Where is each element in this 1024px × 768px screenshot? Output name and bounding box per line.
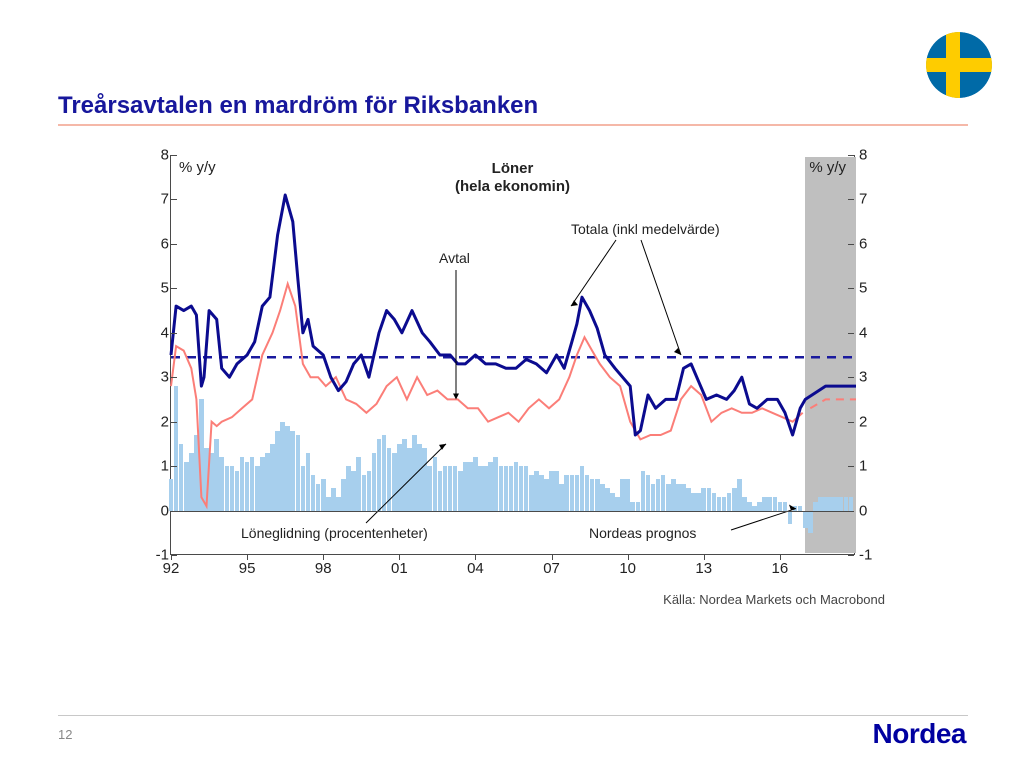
- footer-divider: [58, 715, 968, 716]
- anno-prognos: Nordeas prognos: [589, 525, 696, 541]
- page-number: 12: [58, 727, 72, 742]
- nordea-logo: Nordea: [873, 718, 966, 750]
- wage-chart: Löner(hela ekonomin) % y/y % y/y Avtal T…: [140, 155, 885, 585]
- anno-totala: Totala (inkl medelvärde): [571, 221, 720, 237]
- chart-lines: [171, 155, 854, 555]
- anno-loneglidning: Löneglidning (procentenheter): [241, 525, 428, 541]
- page-title: Treårsavtalen en mardröm för Riksbanken: [58, 92, 538, 120]
- title-underline: [58, 124, 968, 126]
- chart-subtitle: Löner(hela ekonomin): [455, 160, 570, 196]
- y-axis-label-left: % y/y: [179, 159, 216, 176]
- sweden-flag-icon: [926, 32, 992, 98]
- anno-avtal: Avtal: [439, 250, 470, 266]
- chart-source: Källa: Nordea Markets och Macrobond: [663, 592, 885, 607]
- y-axis-label-right: % y/y: [809, 159, 846, 176]
